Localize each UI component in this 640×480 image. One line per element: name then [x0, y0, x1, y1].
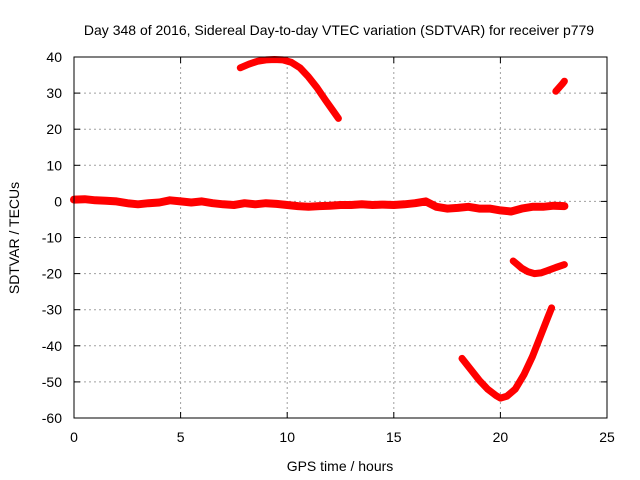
x-tick-label: 15 [386, 429, 402, 445]
y-tick-label: -10 [42, 230, 62, 246]
x-tick-label: 0 [70, 429, 78, 445]
series-upper-arc [236, 56, 342, 122]
x-tick-label: 25 [599, 429, 615, 445]
y-tick-labels: -60 -50 -40 -30 -20 -10 0 10 20 30 40 [42, 49, 62, 426]
y-tick-label: -20 [42, 266, 62, 282]
series-bottom-v [458, 304, 556, 402]
x-tick-label: 5 [177, 429, 185, 445]
x-tick-labels: 0 5 10 15 20 25 [70, 429, 615, 445]
y-tick-label: 30 [46, 85, 62, 101]
plot-frame [73, 56, 608, 419]
x-tick-label: 10 [279, 429, 295, 445]
y-tick-label: 40 [46, 49, 62, 65]
y-axis-label: SDTVAR / TECUs [6, 182, 22, 294]
x-axis-label: GPS time / hours [287, 458, 394, 474]
chart-title: Day 348 of 2016, Sidereal Day-to-day VTE… [84, 22, 594, 38]
series-upper-right-fragment [552, 77, 568, 95]
series-main-track [70, 195, 569, 216]
x-tick-label: 20 [493, 429, 509, 445]
data-series [70, 56, 569, 402]
y-tick-label: -50 [42, 374, 62, 390]
y-tick-label: -60 [42, 410, 62, 426]
y-tick-label: 20 [46, 121, 62, 137]
y-tick-label: -40 [42, 338, 62, 354]
y-tick-label: 10 [46, 157, 62, 173]
y-tick-label: 0 [54, 193, 62, 209]
series-lower-right-arc [509, 257, 568, 278]
y-tick-label: -30 [42, 302, 62, 318]
